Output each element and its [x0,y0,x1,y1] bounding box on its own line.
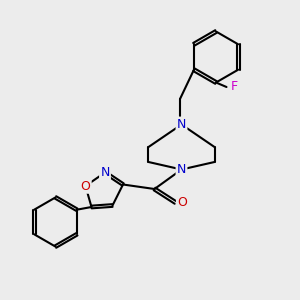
Text: F: F [230,80,238,94]
Text: O: O [81,179,90,193]
Text: N: N [177,163,186,176]
Text: N: N [177,118,186,131]
Text: N: N [100,166,110,179]
Text: O: O [177,196,187,209]
